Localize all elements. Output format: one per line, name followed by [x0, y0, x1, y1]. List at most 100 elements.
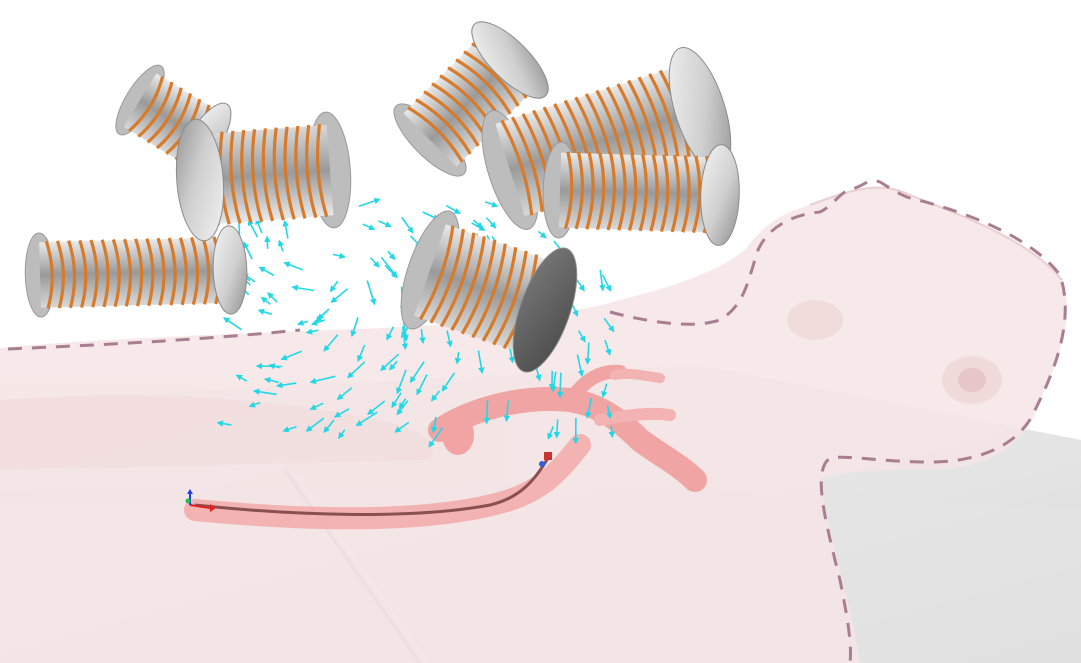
- field-arrow: [441, 372, 456, 392]
- field-arrow: [603, 317, 615, 333]
- field-arrow: [252, 388, 277, 396]
- field-arrow: [333, 408, 350, 418]
- field-arrow: [280, 350, 303, 361]
- field-arrow: [508, 346, 515, 364]
- field-arrow: [317, 310, 328, 321]
- field-arrow: [291, 284, 315, 292]
- coil-array: [24, 21, 740, 373]
- field-arrow: [584, 342, 591, 365]
- coil-left: [24, 225, 248, 318]
- field-arrow: [431, 416, 438, 434]
- field-arrow: [401, 216, 414, 234]
- field-arrow: [576, 354, 585, 377]
- field-arrow: [377, 220, 392, 228]
- field-arrow: [484, 201, 499, 208]
- field-arrow: [428, 427, 444, 448]
- field-arrow: [255, 362, 283, 370]
- field-arrow: [263, 377, 279, 384]
- field-arrow: [309, 402, 324, 411]
- field-arrow: [216, 420, 232, 427]
- field-arrow: [362, 223, 376, 231]
- field-arrow: [380, 256, 398, 278]
- field-arrow: [369, 257, 380, 268]
- catheter: [194, 452, 552, 516]
- coil-top-center: [393, 21, 549, 177]
- field-arrow: [264, 235, 271, 249]
- field-arrow: [235, 374, 248, 382]
- field-arrow: [401, 326, 409, 339]
- coil-top-right: [481, 46, 732, 230]
- field-arrow: [601, 383, 608, 398]
- field-arrow: [398, 398, 407, 410]
- field-arrow: [330, 288, 349, 303]
- field-arrow: [388, 360, 398, 371]
- field-arrow: [310, 319, 325, 326]
- field-arrow: [585, 397, 593, 419]
- field-arrow: [323, 419, 335, 434]
- field-arrow: [550, 371, 557, 393]
- field-arrow: [357, 344, 366, 362]
- coil-right-back: [542, 141, 740, 246]
- field-arrow: [387, 250, 396, 261]
- field-arrow: [248, 401, 261, 408]
- field-arrow: [255, 217, 263, 234]
- field-arrow: [401, 326, 409, 350]
- field-arrow: [477, 350, 485, 374]
- field-arrow: [605, 405, 613, 420]
- patient-head: [787, 186, 1063, 404]
- field-arrow: [258, 266, 275, 277]
- field-arrow: [305, 328, 319, 335]
- coil-upper-left-front: [175, 111, 352, 242]
- field-arrow: [416, 374, 428, 396]
- field-arrow: [338, 429, 346, 439]
- field-arrow: [485, 217, 497, 229]
- field-arrow: [278, 239, 285, 252]
- field-arrow: [386, 326, 395, 341]
- field-arrow: [282, 425, 297, 433]
- field-arrow: [347, 361, 366, 379]
- field-arrow: [267, 292, 278, 303]
- field-arrow: [391, 392, 402, 409]
- coil-center-front: [400, 210, 578, 373]
- field-arrow: [537, 230, 547, 239]
- field-arrow: [283, 261, 303, 271]
- field-arrow: [257, 308, 273, 315]
- field-arrow: [556, 372, 564, 399]
- field-arrow: [332, 252, 346, 259]
- field-arrow: [419, 328, 426, 344]
- field-arrow: [547, 426, 554, 440]
- field-arrow: [223, 317, 242, 331]
- body-outline: [7, 179, 1067, 663]
- field-arrow: [394, 421, 410, 433]
- field-arrow: [445, 204, 461, 215]
- field-arrow: [380, 353, 400, 372]
- field-arrow: [599, 269, 606, 292]
- field-arrow: [276, 381, 297, 389]
- field-arrow: [358, 197, 381, 208]
- field-arrow: [309, 375, 336, 385]
- field-arrow: [323, 334, 339, 352]
- field-arrow: [350, 317, 359, 338]
- field-arrow: [366, 280, 377, 306]
- axis-gizmo: [185, 489, 216, 512]
- field-arrow: [367, 400, 386, 415]
- field-arrow: [305, 417, 325, 432]
- field-arrow: [601, 274, 612, 292]
- field-arrow: [483, 399, 491, 425]
- field-arrow: [329, 280, 339, 293]
- field-arrow: [336, 387, 353, 400]
- field-arrow: [503, 400, 511, 423]
- field-arrow: [454, 351, 462, 365]
- field-arrow: [446, 330, 453, 348]
- field-arrow: [243, 241, 253, 260]
- field-arrow: [578, 330, 586, 343]
- field-arrow: [282, 219, 289, 239]
- field-arrow: [471, 222, 486, 231]
- field-arrow: [431, 390, 441, 402]
- field-arrow: [553, 419, 561, 439]
- field-arrow: [297, 319, 309, 326]
- field-arrow: [260, 296, 271, 305]
- field-arrow: [409, 361, 425, 384]
- field-arrow: [604, 339, 612, 356]
